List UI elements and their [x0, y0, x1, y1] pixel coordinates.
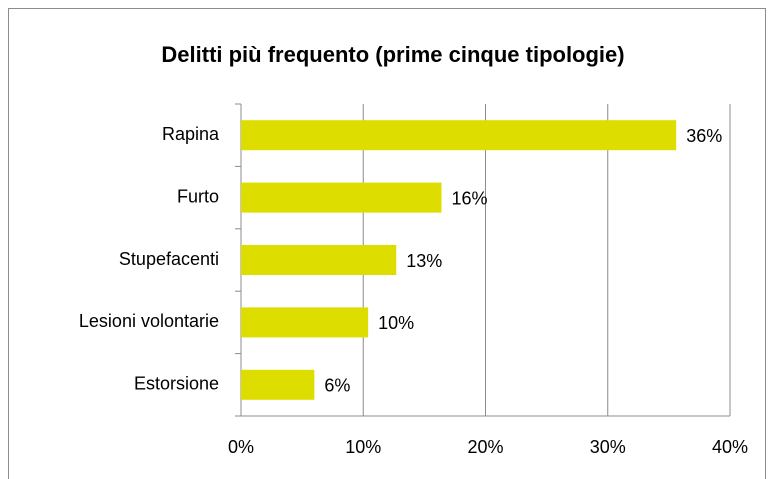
x-tick-label: 40% [712, 437, 748, 457]
value-label: 10% [378, 313, 414, 333]
bar [241, 307, 369, 338]
chart-title: Delitti più frequento (prime cinque tipo… [161, 42, 624, 67]
value-label: 36% [686, 126, 722, 146]
chart-frame [8, 8, 766, 479]
bar [241, 120, 677, 151]
y-tick-label: Furto [177, 186, 219, 206]
x-tick-label: 20% [467, 437, 503, 457]
value-label: 13% [406, 251, 442, 271]
y-tick-label: Estorsione [134, 374, 219, 394]
value-label: 16% [451, 188, 487, 208]
y-tick-label: Rapina [162, 124, 220, 144]
y-tick-label: Lesioni volontarie [79, 311, 219, 331]
bar [241, 182, 442, 213]
y-tick-label: Stupefacenti [119, 249, 219, 269]
x-tick-label: 0% [228, 437, 254, 457]
bar [241, 245, 397, 275]
x-tick-label: 10% [345, 437, 381, 457]
bar [241, 369, 315, 400]
x-tick-label: 30% [590, 437, 626, 457]
value-label: 6% [324, 376, 350, 396]
